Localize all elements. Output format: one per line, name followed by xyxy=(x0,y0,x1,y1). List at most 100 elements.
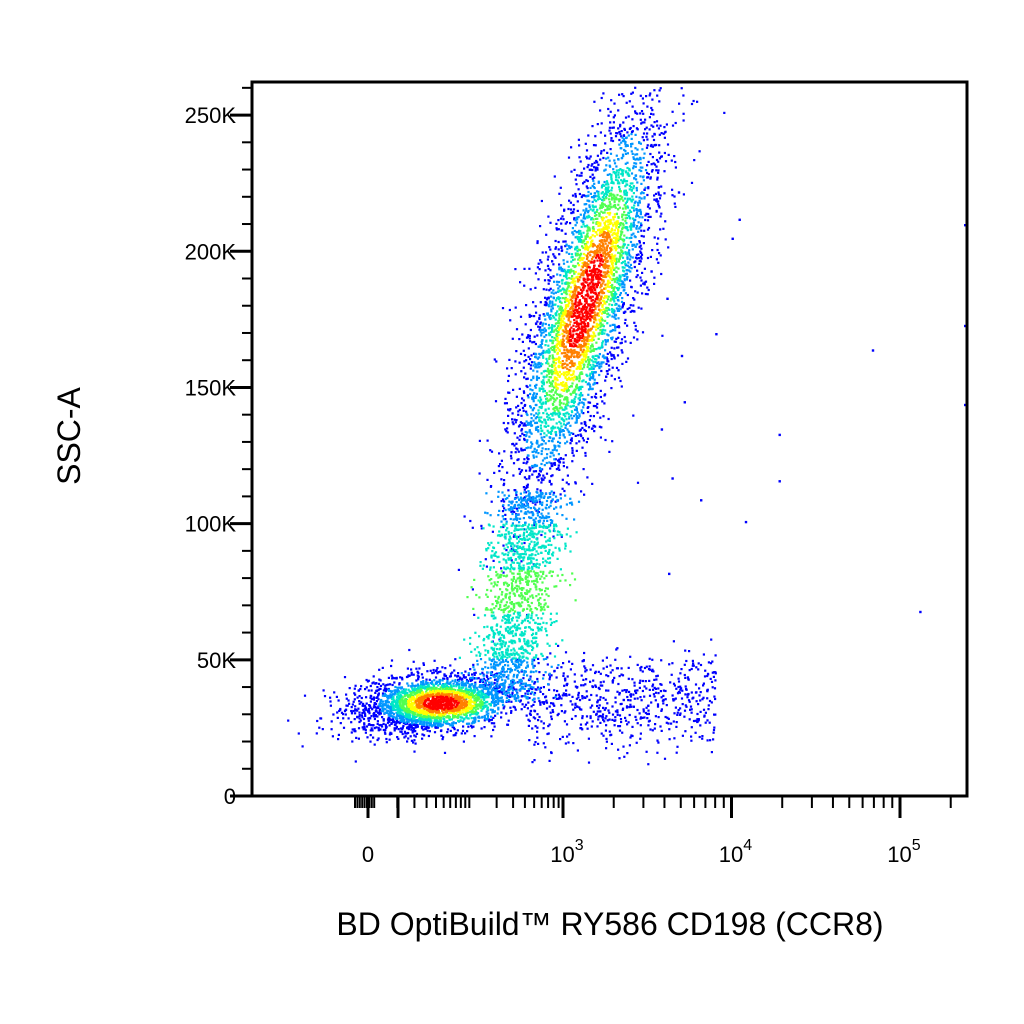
event-dot xyxy=(644,169,648,172)
event-dot xyxy=(659,690,662,693)
event-dot xyxy=(557,459,560,462)
event-dot xyxy=(594,392,598,395)
event-dot xyxy=(531,466,534,469)
event-dot xyxy=(636,225,639,228)
event-dot xyxy=(541,701,544,704)
event-dot xyxy=(555,676,558,679)
event-dot xyxy=(512,675,515,678)
event-dot xyxy=(503,547,506,550)
event-dot xyxy=(378,708,381,711)
event-dot xyxy=(622,95,625,98)
event-dot xyxy=(484,649,487,652)
event-dot xyxy=(446,722,449,725)
event-dot xyxy=(507,408,510,411)
event-dot xyxy=(647,668,651,671)
event-dot xyxy=(390,718,393,721)
event-dot xyxy=(548,548,551,552)
event-dot xyxy=(534,470,538,473)
event-dot xyxy=(473,672,476,675)
event-dot xyxy=(629,182,632,185)
event-dot xyxy=(460,686,463,689)
event-dot xyxy=(629,695,633,698)
event-dot xyxy=(512,547,515,550)
event-dot xyxy=(553,527,556,530)
event-dot xyxy=(516,673,519,677)
event-dot xyxy=(517,671,521,674)
event-dot xyxy=(631,195,634,198)
event-dot xyxy=(651,98,654,101)
event-dot xyxy=(631,725,634,728)
event-dot xyxy=(582,684,585,687)
event-dot xyxy=(486,679,489,682)
event-dot xyxy=(554,546,557,549)
event-dot xyxy=(677,685,680,689)
event-dot xyxy=(468,683,471,686)
event-dot xyxy=(441,666,444,669)
event-dot xyxy=(618,143,621,146)
event-dot xyxy=(493,689,496,692)
event-dot xyxy=(690,735,693,738)
event-dot xyxy=(696,712,699,716)
event-dot xyxy=(568,693,571,696)
event-dot xyxy=(636,274,639,277)
event-dot xyxy=(604,707,607,710)
event-dot xyxy=(665,123,668,126)
event-dot xyxy=(573,168,576,171)
event-dot xyxy=(529,388,532,391)
event-dot xyxy=(540,462,543,466)
event-dot xyxy=(445,684,449,688)
event-dot xyxy=(503,533,506,536)
event-dot xyxy=(658,252,661,255)
event-dot xyxy=(432,685,436,688)
event-dot xyxy=(652,125,655,128)
event-dot xyxy=(373,702,376,705)
event-dot xyxy=(528,267,531,270)
event-dot xyxy=(547,683,550,686)
event-dot xyxy=(391,711,394,714)
event-dot xyxy=(616,647,619,650)
event-dot xyxy=(569,700,572,703)
event-dot xyxy=(585,155,588,158)
event-dot xyxy=(544,344,547,347)
event-dot xyxy=(532,703,535,706)
event-dot xyxy=(609,351,612,354)
event-dot xyxy=(690,102,694,106)
event-dot xyxy=(557,644,560,647)
event-dot xyxy=(643,267,646,270)
event-dot xyxy=(640,699,643,702)
event-dot xyxy=(425,678,428,681)
event-dot xyxy=(544,296,547,299)
event-dot xyxy=(330,720,333,723)
event-dot xyxy=(503,691,507,694)
event-dot xyxy=(396,714,399,717)
event-dot xyxy=(656,176,659,179)
event-dot xyxy=(484,653,487,657)
event-dot xyxy=(633,209,636,212)
event-dot xyxy=(547,344,550,347)
event-dot xyxy=(668,663,671,666)
event-dot xyxy=(520,647,523,650)
event-dot xyxy=(533,450,536,453)
event-dot xyxy=(586,727,589,730)
event-dot xyxy=(588,205,591,209)
event-dot xyxy=(657,160,660,163)
event-dot xyxy=(714,713,717,716)
event-dot xyxy=(493,660,496,663)
event-dot xyxy=(529,507,532,510)
event-dot xyxy=(392,696,395,700)
event-dot xyxy=(584,380,587,384)
event-dot xyxy=(511,681,514,684)
event-dot xyxy=(501,651,504,654)
event-dot xyxy=(523,548,526,551)
event-dot xyxy=(646,164,649,167)
event-dot xyxy=(639,142,642,145)
event-dot xyxy=(444,674,448,677)
event-dot xyxy=(523,670,526,673)
event-dot xyxy=(627,261,630,264)
event-dot xyxy=(638,712,641,715)
event-dot xyxy=(509,408,512,411)
event-dot xyxy=(599,197,602,200)
event-dot xyxy=(538,500,541,503)
event-dot xyxy=(610,137,613,140)
event-dot xyxy=(500,687,504,691)
